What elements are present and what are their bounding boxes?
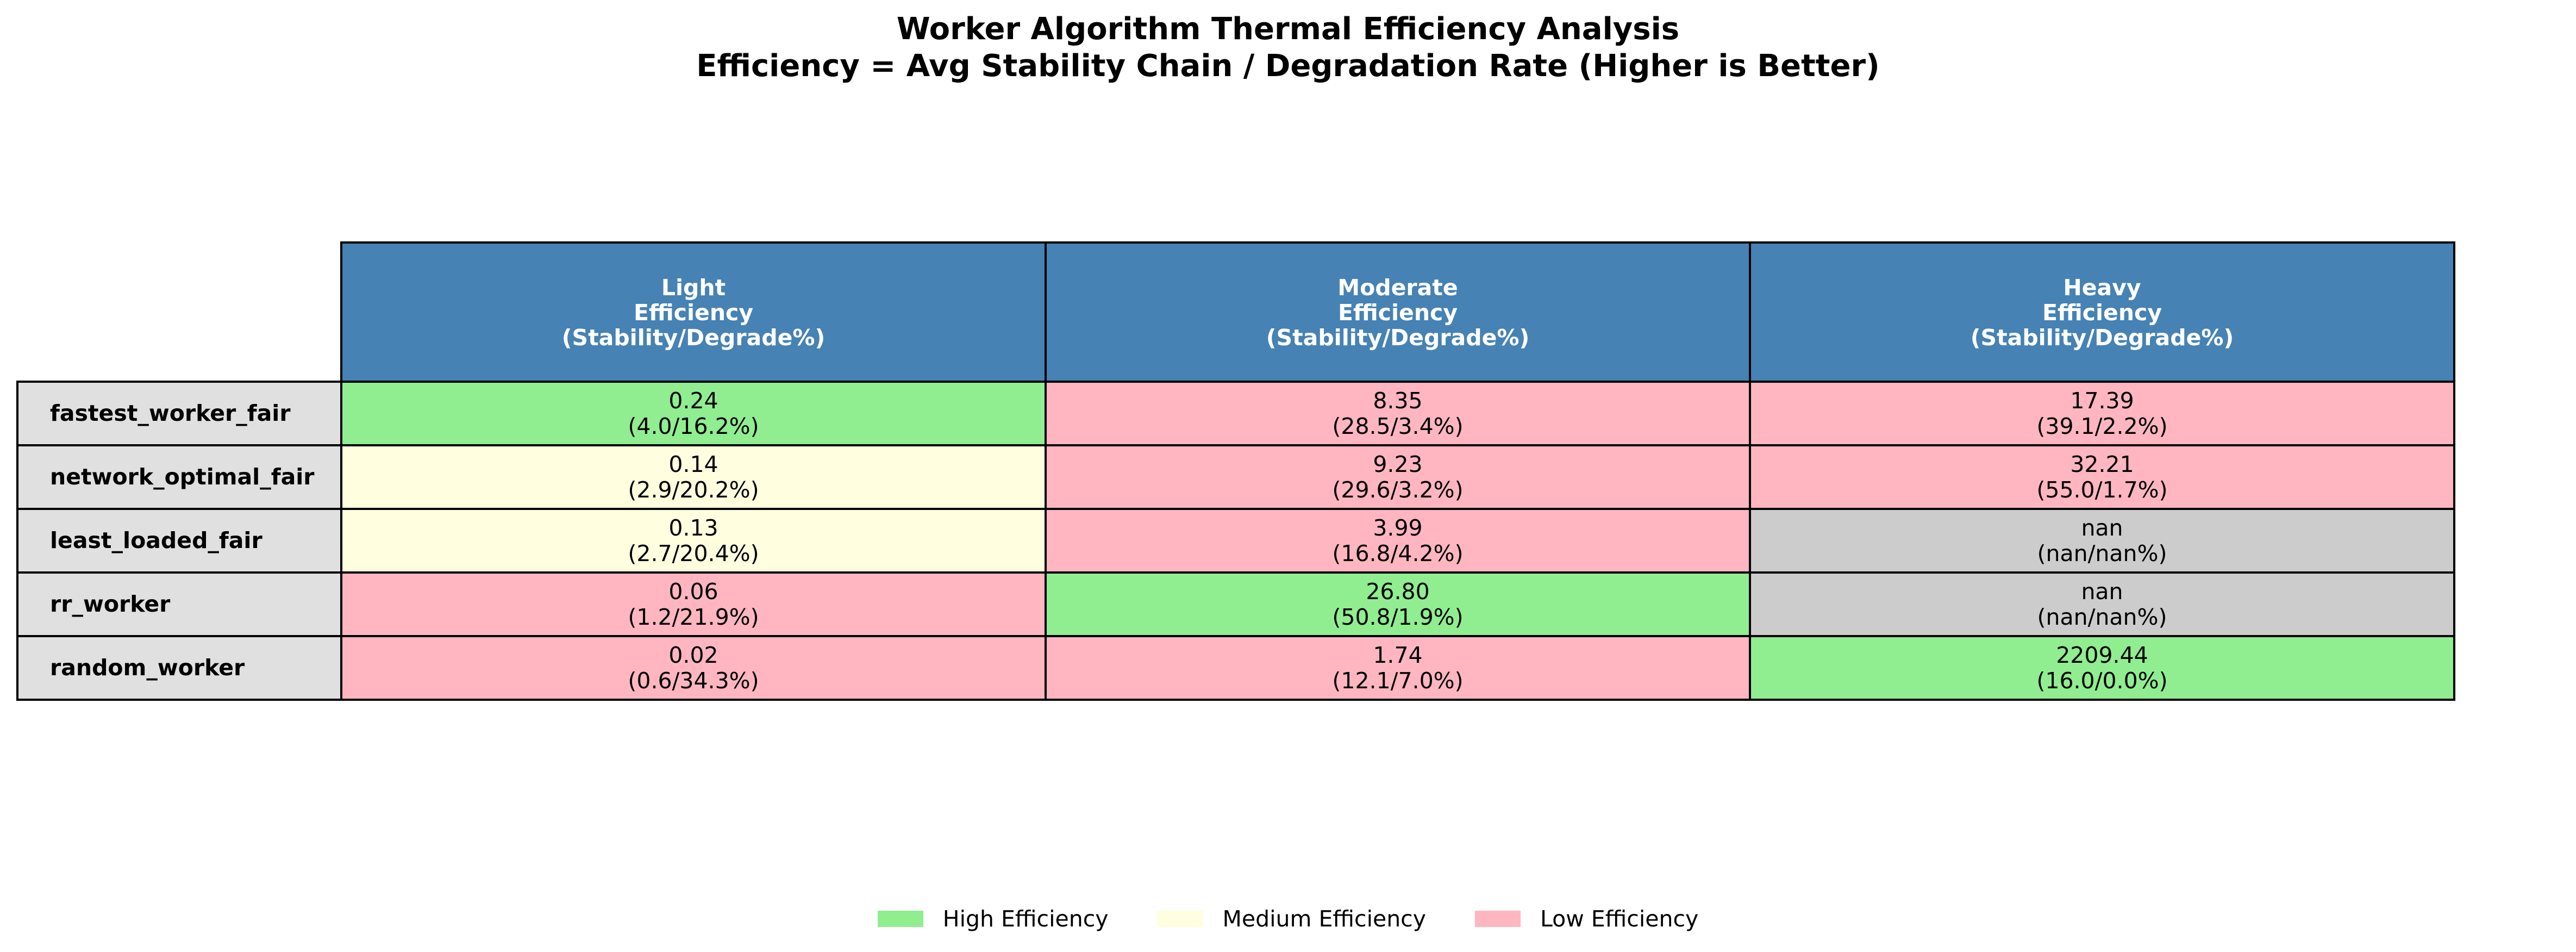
legend-swatch xyxy=(1474,911,1521,927)
legend-swatch xyxy=(877,911,923,927)
column-header: Moderate Efficiency (Stability/Degrade%) xyxy=(1045,241,1751,384)
cell-detail: (2.9/20.2%) xyxy=(628,476,759,503)
cell-detail: (12.1/7.0%) xyxy=(1332,667,1464,694)
cell-detail: (1.2/21.9%) xyxy=(628,603,759,630)
cell-efficiency: 3.99 xyxy=(1373,514,1423,541)
cell-efficiency: 0.24 xyxy=(668,387,718,414)
table-cell: 0.02 (0.6/34.3%) xyxy=(340,635,1047,701)
cell-efficiency: 8.35 xyxy=(1373,387,1423,414)
table-cell: 0.06 (1.2/21.9%) xyxy=(340,571,1047,637)
table-cell: 9.23 (29.6/3.2%) xyxy=(1045,444,1751,510)
cell-detail: (nan/nan%) xyxy=(2037,540,2167,567)
chart-title: Worker Algorithm Thermal Efficiency Anal… xyxy=(896,11,1680,47)
cell-detail: (55.0/1.7%) xyxy=(2036,476,2168,503)
cell-detail: (50.8/1.9%) xyxy=(1332,603,1464,630)
cell-efficiency: 2209.44 xyxy=(2056,642,2148,668)
row-label: rr_worker xyxy=(16,571,343,637)
cell-efficiency: 1.74 xyxy=(1373,642,1423,668)
row-label-text: random_worker xyxy=(50,655,245,681)
row-label-text: rr_worker xyxy=(50,591,171,617)
column-header-line: Efficiency xyxy=(2042,300,2162,326)
column-header-line: Efficiency xyxy=(633,300,754,326)
legend-swatch xyxy=(1157,911,1203,927)
cell-efficiency: 17.39 xyxy=(2070,387,2134,414)
column-header-line: (Stability/Degrade%) xyxy=(561,325,826,351)
row-label-text: fastest_worker_fair xyxy=(50,400,291,426)
table-cell: 0.14 (2.9/20.2%) xyxy=(340,444,1047,510)
table-cell: 1.74 (12.1/7.0%) xyxy=(1045,635,1751,701)
row-label: random_worker xyxy=(16,635,343,701)
cell-efficiency: 0.14 xyxy=(668,451,718,477)
cell-efficiency: nan xyxy=(2081,514,2123,541)
legend-item: High Efficiency xyxy=(877,906,1109,932)
row-label: least_loaded_fair xyxy=(16,508,343,574)
table-cell: nan (nan/nan%) xyxy=(1749,508,2455,574)
cell-detail: (16.8/4.2%) xyxy=(1332,540,1464,567)
column-header-line: Light xyxy=(661,275,726,301)
table-cell: 0.24 (4.0/16.2%) xyxy=(340,381,1047,446)
table-cell: 32.21 (55.0/1.7%) xyxy=(1749,444,2455,510)
legend-item: Low Efficiency xyxy=(1474,906,1699,932)
row-label-text: least_loaded_fair xyxy=(50,527,262,553)
cell-detail: (39.1/2.2%) xyxy=(2036,413,2168,439)
chart-subtitle: Efficiency = Avg Stability Chain / Degra… xyxy=(696,48,1880,84)
cell-efficiency: nan xyxy=(2081,578,2123,605)
cell-detail: (16.0/0.0%) xyxy=(2036,667,2168,694)
cell-detail: (2.7/20.4%) xyxy=(628,540,759,567)
cell-efficiency: 0.13 xyxy=(668,514,718,541)
legend-label: Low Efficiency xyxy=(1540,906,1699,932)
cell-detail: (28.5/3.4%) xyxy=(1332,413,1464,439)
table-cell: 17.39 (39.1/2.2%) xyxy=(1749,381,2455,446)
column-header-line: (Stability/Degrade%) xyxy=(1266,325,1530,351)
column-header-line: Efficiency xyxy=(1337,300,1458,326)
table-cell: 8.35 (28.5/3.4%) xyxy=(1045,381,1751,446)
table-cell: 3.99 (16.8/4.2%) xyxy=(1045,508,1751,574)
row-label-text: network_optimal_fair xyxy=(50,464,315,490)
cell-detail: (nan/nan%) xyxy=(2037,603,2167,630)
legend-label: Medium Efficiency xyxy=(1222,906,1426,932)
table-cell: nan (nan/nan%) xyxy=(1749,571,2455,637)
column-header: Heavy Efficiency (Stability/Degrade%) xyxy=(1749,241,2455,384)
table-cell: 26.80 (50.8/1.9%) xyxy=(1045,571,1751,637)
table-cell: 0.13 (2.7/20.4%) xyxy=(340,508,1047,574)
legend-item: Medium Efficiency xyxy=(1157,906,1426,932)
cell-efficiency: 9.23 xyxy=(1373,451,1423,477)
row-label: network_optimal_fair xyxy=(16,444,343,510)
cell-efficiency: 32.21 xyxy=(2070,451,2134,477)
column-header-line: (Stability/Degrade%) xyxy=(1970,325,2234,351)
cell-efficiency: 0.06 xyxy=(668,578,718,605)
table-cell: 2209.44 (16.0/0.0%) xyxy=(1749,635,2455,701)
legend: High Efficiency Medium Efficiency Low Effi… xyxy=(0,903,2576,935)
column-header-line: Heavy xyxy=(2063,275,2141,301)
column-header: Light Efficiency (Stability/Degrade%) xyxy=(340,241,1047,384)
column-header-line: Moderate xyxy=(1337,275,1458,301)
cell-efficiency: 0.02 xyxy=(668,642,718,668)
cell-efficiency: 26.80 xyxy=(1366,578,1430,605)
cell-detail: (4.0/16.2%) xyxy=(628,413,759,439)
row-label: fastest_worker_fair xyxy=(16,381,343,446)
cell-detail: (0.6/34.3%) xyxy=(628,667,759,694)
legend-label: High Efficiency xyxy=(942,906,1109,932)
cell-detail: (29.6/3.2%) xyxy=(1332,476,1464,503)
